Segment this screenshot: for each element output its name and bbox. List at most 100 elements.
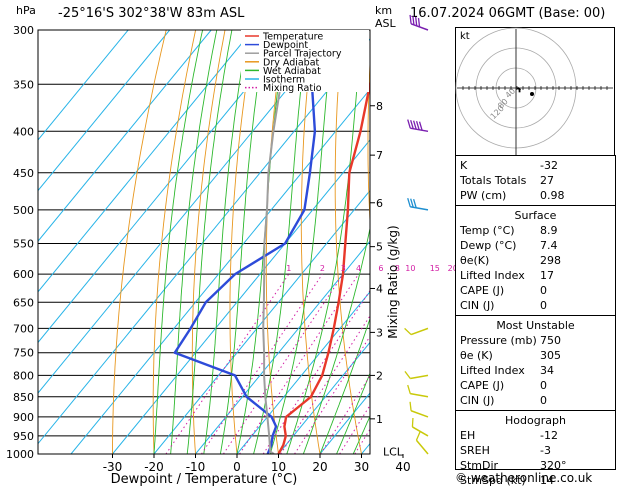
height-tick-label: 1 [376, 413, 383, 426]
pressure-tick-label: 300 [13, 24, 34, 37]
most-unstable-row: Pressure (mb)750 [460, 333, 611, 348]
index-row-key: K [460, 158, 467, 173]
most-unstable-row-value: 34 [540, 363, 554, 378]
most-unstable-row-key: Pressure (mb) [460, 333, 537, 348]
most-unstable-row-value: 0 [540, 393, 547, 408]
index-row: PW (cm) 0.98 [460, 188, 611, 203]
mixing-ratio-label: 3 [341, 264, 346, 273]
wind-barb-feather [409, 418, 416, 427]
wind-barb-shaft [411, 328, 428, 334]
surface-row-value: 298 [540, 253, 561, 268]
wind-barb [405, 368, 428, 380]
most-unstable-section-title: Most Unstable [456, 318, 615, 333]
pressure-tick-label: 650 [13, 296, 34, 309]
pressure-tick-label: 900 [13, 411, 34, 424]
mixing-ratio-label: 6 [378, 264, 383, 273]
pressure-tick-label: 700 [13, 322, 34, 335]
pressure-tick-label: 500 [13, 204, 34, 217]
isotherm-line [0, 30, 294, 454]
mixing-ratio-line [240, 274, 359, 454]
wind-barb-shaft [412, 427, 428, 436]
wind-barb-shaft [411, 411, 428, 417]
mixing-ratio-label: 10 [405, 264, 415, 273]
wind-barb-shaft [410, 394, 428, 397]
storm-motion-marker [530, 92, 534, 96]
most-unstable-row-value: 750 [540, 333, 561, 348]
legend-label: Mixing Ratio [263, 83, 322, 94]
mixing-ratio-label: 2 [320, 264, 325, 273]
lcl-label: LCL [383, 446, 404, 459]
copyright-text: © weatheronline.co.uk [455, 471, 592, 485]
hodograph-row-value: -3 [540, 443, 551, 458]
index-row-value: 0.98 [540, 188, 565, 203]
mixing-ratio-line [263, 274, 381, 454]
most-unstable-row-value: 305 [540, 348, 561, 363]
pressure-tick-label: 400 [13, 125, 34, 138]
pressure-tick-label: 850 [13, 391, 34, 404]
height-tick-label: 5 [376, 241, 383, 254]
surface-row-value: 0 [540, 283, 547, 298]
wind-barb [407, 402, 430, 417]
temperature-tick-label: 40 [395, 460, 410, 474]
hodograph-row: EH-12 [460, 428, 611, 443]
wind-barb-shaft [416, 440, 428, 454]
pressure-tick-label: 800 [13, 369, 34, 382]
index-row-key: PW (cm) [460, 188, 506, 203]
most-unstable-row-key: θe (K) [460, 348, 493, 363]
wind-barb-feather [405, 371, 410, 380]
hodograph-row-key: EH [460, 428, 475, 443]
surface-row-key: Lifted Index [460, 268, 525, 283]
height-tick-label: 4 [376, 282, 383, 295]
index-row-value: -32 [540, 158, 558, 173]
surface-row-key: CAPE (J) [460, 283, 504, 298]
most-unstable-row: CIN (J) 0 [460, 393, 611, 408]
wind-barb [409, 418, 432, 436]
surface-row: CAPE (J) 0 [460, 283, 611, 298]
pressure-tick-label: 950 [13, 430, 34, 443]
wind-barb-feather [405, 327, 411, 336]
hodograph-row-key: SREH [460, 443, 490, 458]
wind-barb [405, 321, 428, 336]
index-row-value: 27 [540, 173, 554, 188]
most-unstable-row-key: CIN (J) [460, 393, 494, 408]
hodograph-frame [456, 28, 615, 172]
mixing-ratio-label: 4 [356, 264, 361, 273]
wind-barb-feather [407, 402, 413, 411]
height-tick-label: 3 [376, 326, 383, 339]
temperature-tick-label: 20 [312, 460, 327, 474]
wind-barb-feather [414, 432, 423, 440]
dry-adiabat-line [335, 30, 361, 454]
index-row: K -32 [460, 158, 611, 173]
mixing-ratio-label: 15 [430, 264, 440, 273]
mixing-ratio-line [201, 274, 322, 454]
surface-row: Temp (°C)8.9 [460, 223, 611, 238]
pressure-tick-label: 350 [13, 78, 34, 91]
hodograph-section-title: Hodograph [456, 413, 615, 428]
indices-separator [456, 410, 615, 411]
height-tick-label: 8 [376, 100, 383, 113]
hodograph-row: SREH -3 [460, 443, 611, 458]
wind-barb [406, 120, 429, 132]
wind-barb [406, 198, 429, 210]
surface-row-key: θe(K) [460, 253, 489, 268]
most-unstable-row-key: CAPE (J) [460, 378, 504, 393]
pressure-tick-label: 450 [13, 167, 34, 180]
surface-row: Dewp (°C)7.4 [460, 238, 611, 253]
most-unstable-row: θe (K) 305 [460, 348, 611, 363]
isotherm-line [154, 30, 502, 454]
hodograph-unit-label: kt [460, 31, 470, 42]
pressure-tick-label: 1000 [6, 448, 34, 461]
mixing-ratio-axis-label: Mixing Ratio (g/kg) [386, 225, 400, 338]
surface-row: CIN (J)0 [460, 298, 611, 313]
wet-adiabat-line [171, 30, 217, 454]
wind-barb-feather [406, 385, 411, 394]
surface-row-key: Dewp (°C) [460, 238, 516, 253]
mixing-ratio-label: 1 [286, 264, 291, 273]
surface-row-key: Temp (°C) [460, 223, 515, 238]
pressure-tick-label: 600 [13, 268, 34, 281]
temperature-tick-label: 30 [354, 460, 369, 474]
